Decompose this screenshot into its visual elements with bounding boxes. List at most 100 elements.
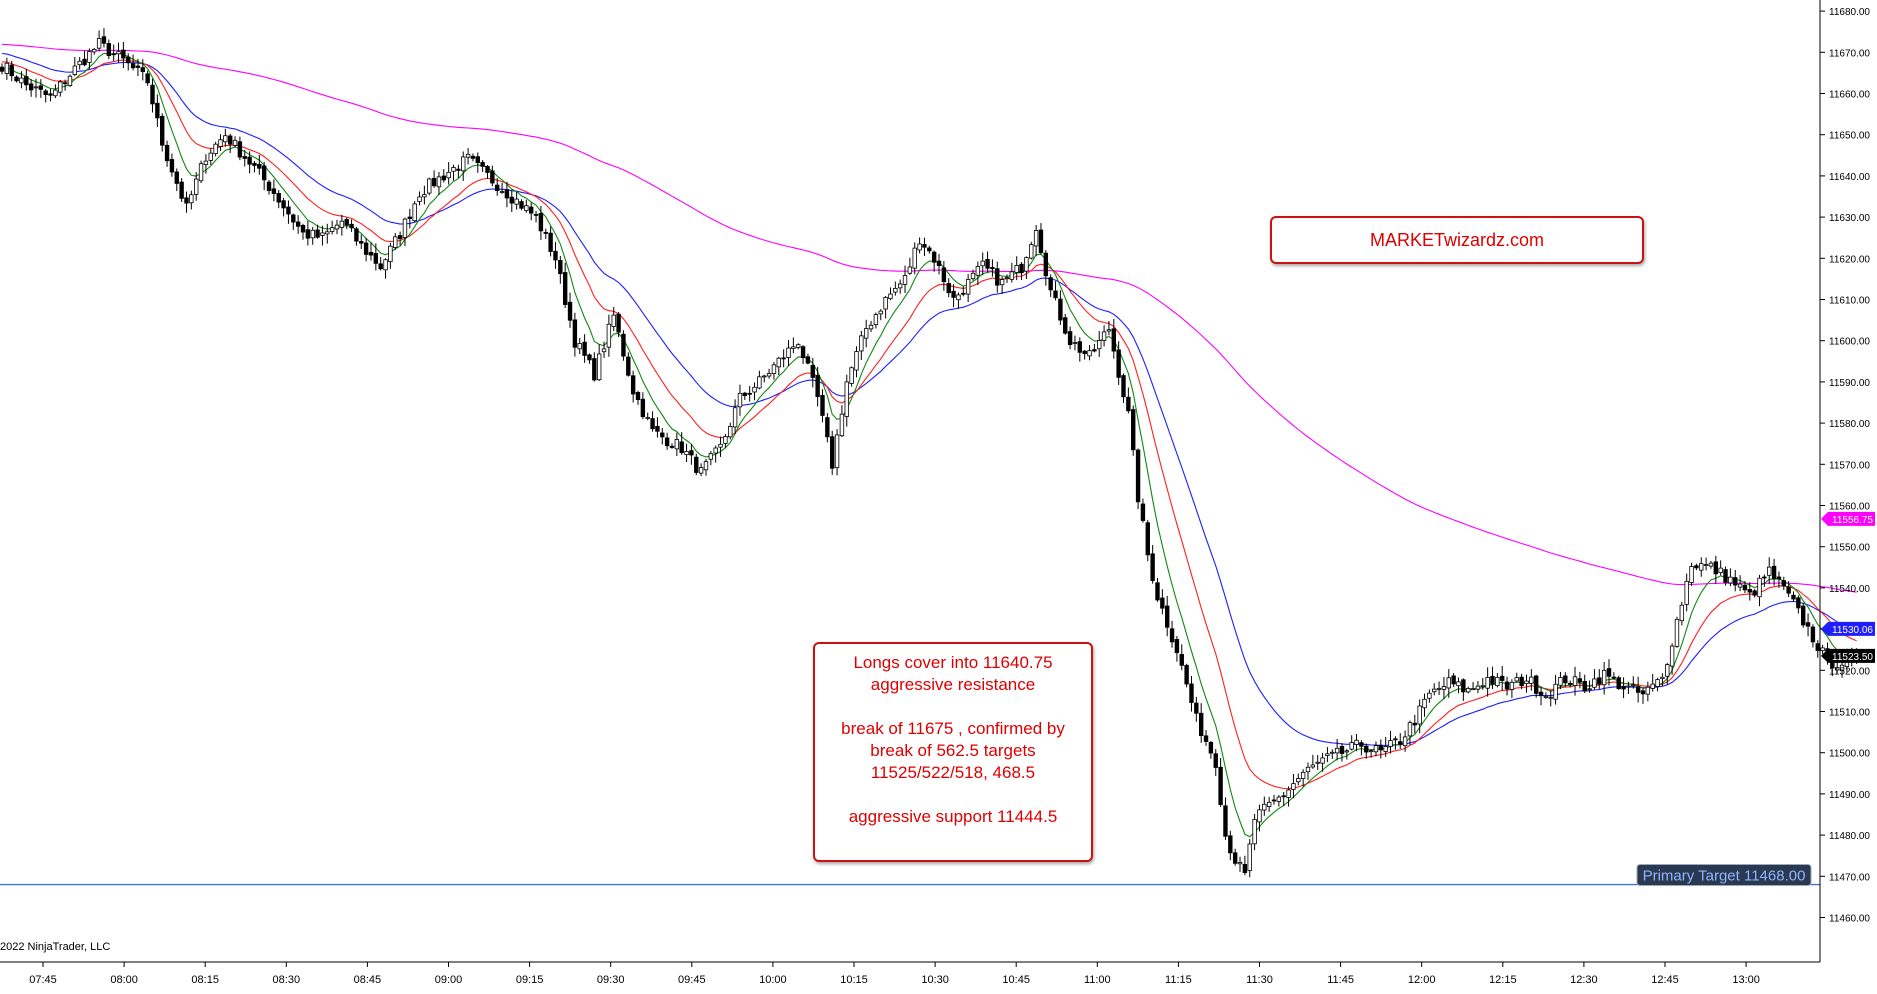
candle: [1490, 666, 1495, 689]
candle: [495, 178, 500, 196]
candle: [1009, 262, 1015, 283]
candle: [980, 252, 985, 276]
candle: [1223, 797, 1228, 840]
candle: [732, 399, 738, 434]
candle: [237, 136, 243, 161]
x-tick-label: 09:00: [435, 974, 463, 986]
candle: [116, 42, 121, 63]
x-tick-label: 11:00: [1084, 974, 1111, 986]
candle: [344, 217, 349, 229]
candle: [339, 214, 345, 236]
candle: [1033, 225, 1039, 257]
candle: [1213, 749, 1218, 776]
candle: [698, 463, 704, 477]
candle: [1145, 519, 1150, 562]
candle: [1111, 319, 1116, 359]
brand-box: MARKETwizardz.com: [1270, 216, 1644, 264]
candle: [1708, 560, 1714, 569]
y-tick-label: 11500.00: [1829, 749, 1870, 760]
candle: [587, 353, 592, 364]
candle: [567, 292, 573, 328]
candle: [101, 28, 107, 48]
candle: [1752, 589, 1757, 598]
moving-average-line: [1, 52, 1857, 838]
note-line: [815, 696, 1091, 718]
candle: [1315, 755, 1320, 771]
candle: [1796, 595, 1801, 614]
y-tick-label: 11630.00: [1829, 213, 1870, 224]
candle: [1398, 733, 1403, 749]
candle: [1640, 687, 1646, 704]
candle: [43, 89, 48, 103]
candle: [606, 314, 612, 357]
candle: [363, 237, 369, 262]
candle: [694, 453, 699, 476]
candle: [58, 79, 63, 97]
candle: [126, 53, 131, 71]
candle: [402, 217, 408, 247]
candle: [189, 190, 194, 210]
candle: [417, 191, 422, 206]
candle: [533, 210, 539, 223]
candle: [441, 169, 447, 183]
candle: [868, 320, 874, 332]
candle: [87, 48, 92, 70]
note-line: 11525/522/518, 468.5: [870, 763, 1036, 782]
candle: [1300, 769, 1306, 787]
candle: [800, 345, 806, 365]
candle: [9, 60, 14, 82]
candle: [1665, 662, 1670, 685]
candle: [1072, 335, 1078, 351]
candle: [1519, 673, 1524, 690]
candle: [150, 78, 155, 113]
candle: [1504, 676, 1510, 696]
candle: [431, 170, 437, 188]
candle: [762, 374, 767, 383]
candle: [475, 152, 480, 173]
candle: [669, 443, 675, 449]
candle: [174, 168, 179, 192]
candle: [1247, 839, 1252, 878]
candle: [1101, 325, 1107, 347]
y-tick-label: 11560.00: [1829, 502, 1870, 513]
x-tick-label: 10:00: [759, 974, 787, 986]
candle: [1718, 560, 1723, 576]
candle: [1257, 804, 1262, 832]
candle: [286, 200, 291, 224]
x-tick-label: 08:00: [110, 974, 138, 986]
candle: [1131, 405, 1136, 456]
candle: [1669, 643, 1675, 675]
candle: [1334, 738, 1340, 761]
candle: [1577, 671, 1583, 689]
candle: [92, 47, 97, 55]
candle: [62, 79, 68, 91]
candle: [77, 57, 82, 70]
candle: [53, 84, 58, 99]
candle: [1436, 681, 1442, 696]
candle: [1203, 730, 1209, 746]
candle: [1252, 814, 1257, 851]
candle: [1495, 672, 1500, 688]
x-tick-label: 12:30: [1570, 974, 1598, 986]
candle: [558, 255, 563, 284]
candle: [179, 178, 184, 202]
note-line: Longs cover into 11640.75: [853, 653, 1053, 672]
candle: [1393, 736, 1398, 750]
candle: [820, 389, 825, 423]
candle: [1320, 752, 1325, 772]
candle: [737, 384, 743, 416]
candle: [1296, 773, 1301, 786]
candle: [461, 151, 466, 181]
candle: [859, 330, 864, 360]
candle: [1019, 262, 1024, 280]
x-tick-label: 11:15: [1165, 974, 1192, 986]
moving-average-line: [1, 59, 1857, 790]
candle: [295, 215, 301, 234]
candle: [1660, 673, 1665, 687]
x-tick-label: 10:30: [921, 974, 949, 986]
candle: [927, 245, 932, 254]
candle: [1446, 669, 1451, 698]
candle: [1499, 665, 1505, 691]
candle: [1029, 241, 1034, 260]
